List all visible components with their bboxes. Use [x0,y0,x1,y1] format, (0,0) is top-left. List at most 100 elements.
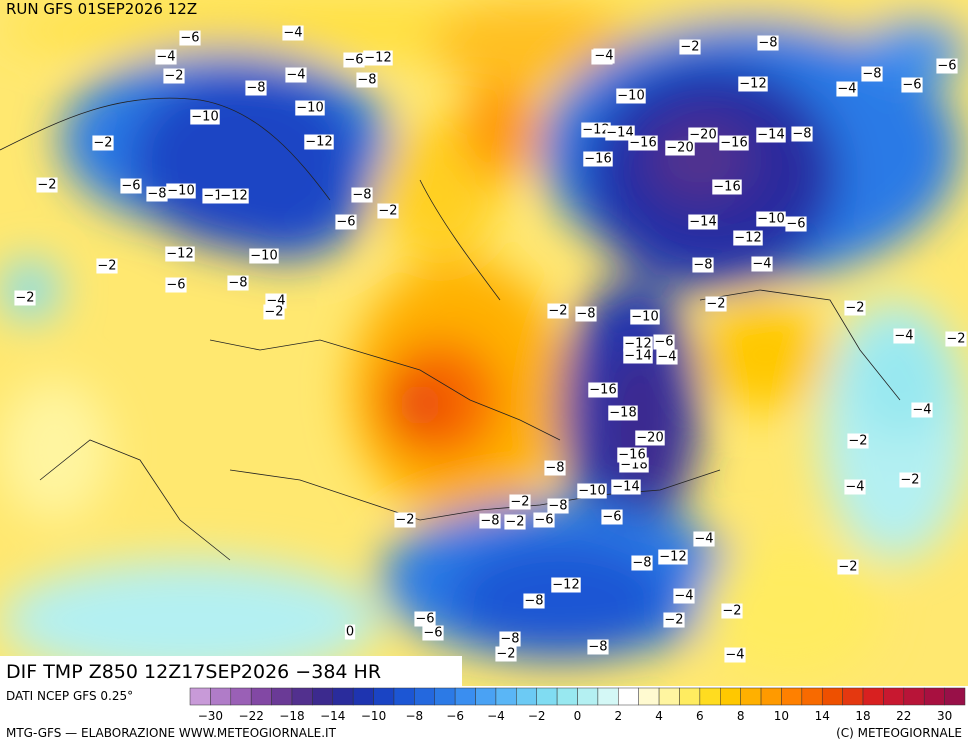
colorbar-swatch [516,687,537,706]
field-blob [0,560,380,680]
field-label-box [0,656,462,686]
contour-label-bg [663,612,685,628]
contour-label: −8 [147,187,166,202]
colorbar: −30 −22 −18 −14 −10 −8 −6 −4 −2 0 2 4 6 8 10 14 18 22 30 [189,687,966,723]
contour-label-bg [738,76,768,92]
colorbar-label: 6 [696,709,704,723]
contour-label-bg [693,531,715,547]
contour-label: −8 [500,632,519,647]
contour-label-bg [504,514,526,530]
contour-label: −2 [15,291,34,306]
colorbar-label: 8 [737,709,745,723]
contour-label: −2 [900,473,919,488]
contour-label: −12 [552,578,579,593]
contour-label: −6 [415,612,434,627]
contour-label: −8 [357,73,376,88]
contour-label-bg [658,549,688,565]
contour-label-bg [724,647,746,663]
contour-label-bg [623,348,653,364]
contour-label-bg [631,555,653,571]
contour-label: −2 [664,613,683,628]
field-blob [600,340,680,520]
contour-label: −12 [624,337,651,352]
contour-label: −8 [545,461,564,476]
colorbar-label: 2 [614,709,622,723]
colorbar-label: 30 [937,709,952,723]
field-blob [700,540,880,680]
contour-label: −8 [792,127,811,142]
contour-label: −20 [636,431,663,446]
contour-label-bg [523,593,545,609]
colorbar-swatch [495,687,517,706]
contour-label: −12 [582,123,609,138]
contour-label-bg [791,126,813,142]
contour-label-bg [165,246,195,262]
contour-label-bg [533,512,555,528]
contour-label: −8 [588,640,607,655]
contour-label: −6 [534,513,553,528]
colorbar-label: −30 [198,709,223,723]
contour-label: −14 [757,128,784,143]
contour-label-bg [628,135,658,151]
colorbar-swatch [638,687,660,706]
colorbar-swatch [821,687,843,706]
contour-label-bg [733,230,763,246]
contour-label: −4 [156,50,175,65]
contour-label-bg [893,328,915,344]
contour-label: −8 [576,307,595,322]
colorbar-swatch [454,687,476,706]
contour-label-bg [588,382,618,398]
field-blob [700,300,830,410]
contour-label: −2 [97,259,116,274]
contour-label: −4 [283,26,302,41]
contour-label: −8 [480,514,499,529]
contour-label: −4 [837,82,856,97]
contour-label-bg [837,559,859,575]
contour-label-bg [344,624,356,640]
colorbar-swatch [332,687,354,706]
contour-label-bg [227,275,249,291]
contour-label: −14 [606,126,633,141]
colorbar-swatch [720,687,741,706]
colorbar-label: 22 [896,709,911,723]
contour-label: −16 [589,383,616,398]
contour-label-bg [377,203,399,219]
contour-label-bg [688,214,718,230]
contour-label: −20 [689,128,716,143]
contour-label: −2 [548,304,567,319]
contour-label-bg [601,509,623,525]
contour-label-bg [757,35,779,51]
colorbar-label: −6 [446,709,464,723]
contour-label: −2 [164,69,183,84]
contour-label: −4 [752,257,771,272]
contour-label: −2 [706,297,725,312]
contour-label: −4 [725,648,744,663]
contour-label: −16 [618,448,645,463]
colorbar-swatch [944,687,966,706]
colorbar-swatch [577,687,599,706]
contour-label: −20 [666,141,693,156]
contour-label: −2 [845,301,864,316]
contour-label: −10 [578,484,605,499]
contour-label-bg [712,179,742,195]
contour-label-bg [120,178,142,194]
contour-label: −2 [395,513,414,528]
contour-label: −14 [689,215,716,230]
contour-label-bg [96,258,118,274]
contour-label-bg [679,39,701,55]
colorbar-swatch [475,687,497,706]
contour-label-bg [577,483,607,499]
contour-label: −12 [734,231,761,246]
contour-label-bg [146,186,168,202]
contour-label: −6 [937,59,956,74]
colorbar-swatch [679,687,701,706]
contour-label-bg [36,177,58,193]
colorbar-swatch [842,687,864,706]
contour-label: −8 [246,81,265,96]
contour-label: −12 [739,77,766,92]
colorbar-swatch [903,687,925,706]
contour-label-bg [547,303,569,319]
contour-label-bg [844,479,866,495]
colorbar-label: −4 [487,709,505,723]
contour-label-bg [163,68,185,84]
